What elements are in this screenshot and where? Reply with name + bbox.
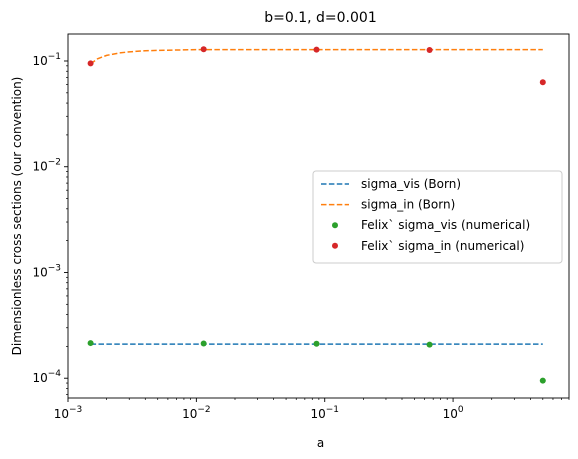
legend-label: Felix` sigma_in (numerical) — [361, 239, 524, 253]
legend-label: Felix` sigma_vis (numerical) — [361, 218, 530, 232]
data-point-felix-sigma-in-numerical — [539, 79, 546, 86]
y-tick-label: 10−1 — [32, 52, 61, 68]
chart-title: b=0.1, d=0.001 — [264, 10, 376, 26]
plot-frame — [67, 33, 570, 399]
plot-area — [87, 46, 546, 384]
data-point-felix-sigma-in-numerical — [313, 46, 320, 53]
data-point-felix-sigma-vis-numerical — [426, 341, 433, 348]
x-tick-label: 10−2 — [182, 405, 211, 421]
legend-swatch — [332, 222, 338, 229]
x-axis: 10−3 10−2 10−1 100 — [54, 398, 570, 421]
series-line-sigma-in-born — [90, 48, 543, 65]
data-point-felix-sigma-in-numerical — [87, 60, 94, 67]
legend-box — [312, 170, 563, 264]
legend-label: sigma_in (Born) — [361, 198, 455, 212]
data-point-felix-sigma-vis-numerical — [200, 340, 207, 347]
data-point-felix-sigma-in-numerical — [426, 47, 433, 54]
y-axis: 10−4 10−3 10−2 10−1 — [32, 52, 68, 395]
data-point-felix-sigma-vis-numerical — [539, 377, 546, 384]
data-point-felix-sigma-vis-numerical — [87, 340, 94, 347]
legend: sigma_vis (Born) sigma_in (Born) Felix` si… — [312, 170, 563, 264]
x-tick-label: 100 — [443, 405, 464, 421]
y-tick-label: 10−2 — [32, 158, 61, 174]
legend-label: sigma_vis (Born) — [361, 177, 461, 191]
y-tick-label: 10−4 — [32, 369, 61, 385]
y-tick-label: 10−3 — [32, 263, 61, 279]
legend-swatch — [332, 242, 338, 249]
data-point-felix-sigma-vis-numerical — [313, 340, 320, 347]
data-point-felix-sigma-in-numerical — [200, 46, 207, 53]
x-axis-label: a — [317, 436, 324, 450]
x-tick-label: 10−1 — [310, 405, 339, 421]
y-axis-label: Dimensionless cross sections (our conven… — [10, 77, 24, 356]
x-tick-label: 10−3 — [54, 405, 83, 421]
